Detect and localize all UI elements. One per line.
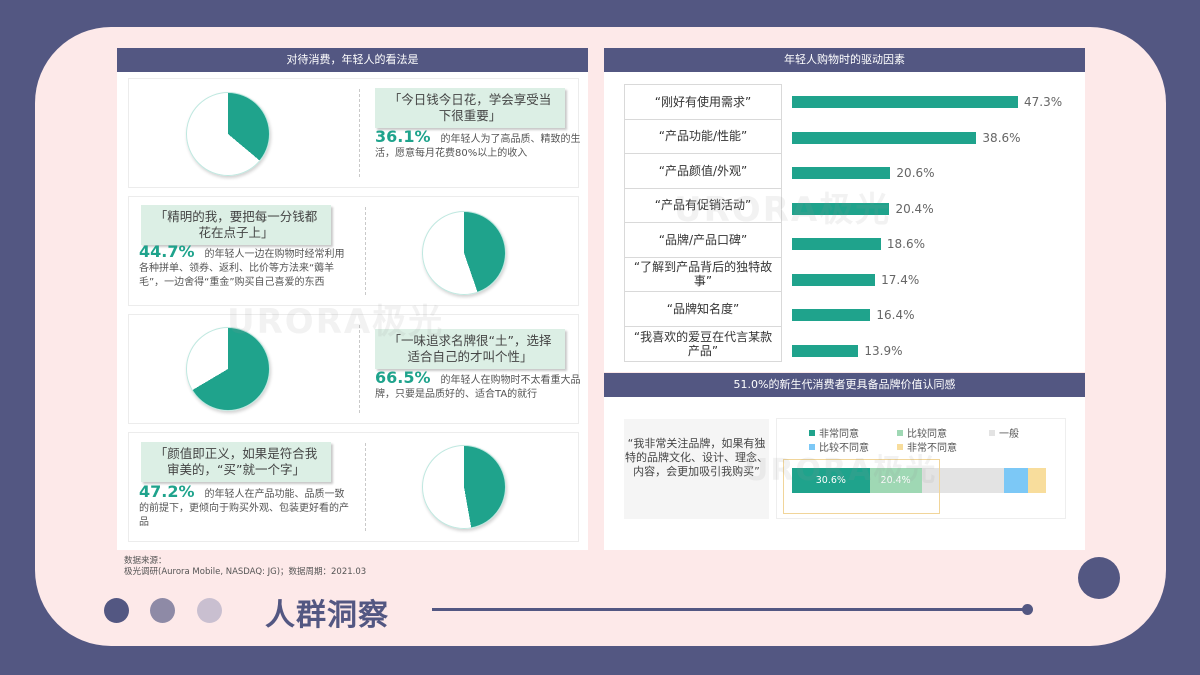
source-detail: 极光调研(Aurora Mobile, NASDAQ: JG)；数据周期：202… <box>124 567 367 577</box>
driver-bar <box>792 96 1018 108</box>
stat-text: 44.7% 的年轻人一边在购物时经常利用各种拼单、领券、返利、比价等方法来“薅羊毛… <box>139 242 349 290</box>
legend-item: 非常同意 <box>809 425 859 440</box>
stat-desc: 的年轻人一边在购物时经常利用各种拼单、领券、返利、比价等方法来“薅羊毛”，一边舍… <box>139 249 345 288</box>
opinion-block-1: 「今日钱今日花，学会享受当下很重要」 36.1% 的年轻人为了高品质、精致的生活，… <box>128 78 581 188</box>
nav-dot-2 <box>150 598 175 623</box>
opinion-block-2: 「精明的我，要把每一分钱都花在点子上」 44.7% 的年轻人一边在购物时经常利用各… <box>128 196 579 306</box>
stat-desc: 的年轻人为了高品质、精致的生活，愿意每月花费80%以上的收入 <box>375 134 581 159</box>
driver-label: “产品功能/性能” <box>625 120 781 154</box>
driver-bar-row: 38.6% <box>792 130 1021 145</box>
stacked-bar: 30.6% 20.4% <box>792 468 1046 493</box>
driver-bar-row: 13.9% <box>792 343 903 358</box>
stat-desc: 的年轻人在购物时不太看重大品牌，只要是品质好的、适合TA的就行 <box>375 375 581 400</box>
stat-text: 47.2% 的年轻人在产品功能、品质一致的前提下，更倾向于购买外观、包装更好看的产… <box>139 482 349 530</box>
driver-label: “品牌/产品口碑” <box>625 223 781 258</box>
pie-chart-1 <box>186 92 270 176</box>
legend-item: 非常不同意 <box>897 439 957 454</box>
driver-bar <box>792 167 891 179</box>
left-panel: 「今日钱今日花，学会享受当下很重要」 36.1% 的年轻人为了高品质、精致的生活，… <box>117 72 588 550</box>
legend-item: 一般 <box>989 425 1019 440</box>
quote-box: 「一味追求名牌很“土”，选择适合自己的才叫个性」 <box>375 329 565 369</box>
driver-bar-value: 20.6% <box>896 166 935 180</box>
driver-bar <box>792 238 881 250</box>
driver-label: “我喜欢的爱豆在代言某款产品” <box>633 329 773 358</box>
nav-dot-1 <box>104 598 129 623</box>
driver-bar <box>792 309 871 321</box>
driver-bar-row: 20.6% <box>792 166 935 180</box>
stat-percent: 44.7% <box>139 242 195 261</box>
stacked-segment: 30.6% <box>792 468 870 493</box>
divider <box>365 207 366 295</box>
driver-bar <box>792 202 890 215</box>
driver-bar-row: 20.4% <box>792 201 934 216</box>
brand-panel: “我非常关注品牌，如果有独特的品牌文化、设计、理念、内容，会更加吸引我购买” 非… <box>604 397 1085 550</box>
stacked-segment: 20.4% <box>869 468 922 493</box>
driver-label: “刚好有使用需求” <box>625 85 781 120</box>
stat-desc: 的年轻人在产品功能、品质一致的前提下，更倾向于购买外观、包装更好看的产品 <box>139 489 349 528</box>
data-source: 数据来源： 极光调研(Aurora Mobile, NASDAQ: JG)；数据… <box>124 556 366 578</box>
driver-label: “产品有促销活动” <box>625 189 781 223</box>
driver-bar <box>792 344 859 357</box>
driver-label: “品牌知名度” <box>625 292 781 327</box>
driver-bar-value: 18.6% <box>886 237 925 251</box>
opinion-block-3: 「一味追求名牌很“土”，选择适合自己的才叫个性」 66.5% 的年轻人在购物时不太… <box>128 314 581 424</box>
stacked-segment <box>1027 468 1046 493</box>
quote-box: 「颜值即正义，如果是符合我审美的，“买”就一个字」 <box>141 442 331 482</box>
brand-quote: “我非常关注品牌，如果有独特的品牌文化、设计、理念、内容，会更加吸引我购买” <box>624 419 769 519</box>
divider <box>365 443 366 531</box>
opinion-block-4: 「颜值即正义，如果是符合我审美的，“买”就一个字」 47.2% 的年轻人在产品功能… <box>128 432 579 542</box>
stat-percent: 66.5% <box>375 368 431 387</box>
driver-label: “产品颜值/外观” <box>625 154 781 189</box>
divider <box>359 325 360 413</box>
stat-text: 66.5% 的年轻人在购物时不太看重大品牌，只要是品质好的、适合TA的就行 <box>375 368 585 402</box>
brand-panel-title: 51.0%的新生代消费者更具备品牌价值认同感 <box>604 373 1085 397</box>
stat-percent: 47.2% <box>139 482 195 501</box>
driver-bar-value: 38.6% <box>982 130 1021 145</box>
stacked-segment <box>1004 468 1028 493</box>
legend-item: 比较同意 <box>897 425 947 440</box>
legend-swatch <box>809 443 815 450</box>
driver-label-table: “刚好有使用需求” “产品功能/性能” “产品颜值/外观” “产品有促销活动” “品牌/… <box>624 84 782 362</box>
driver-bar-value: 16.4% <box>876 308 915 322</box>
pie-chart-3 <box>186 327 270 411</box>
drivers-panel: “刚好有使用需求” “产品功能/性能” “产品颜值/外观” “产品有促销活动” “品牌/… <box>604 72 1085 372</box>
stat-text: 36.1% 的年轻人为了高品质、精致的生活，愿意每月花费80%以上的收入 <box>375 127 585 161</box>
quote-box: 「今日钱今日花，学会享受当下很重要」 <box>375 88 565 128</box>
left-panel-title: 对待消费，年轻人的看法是 <box>117 48 588 72</box>
driver-bar-value: 17.4% <box>881 272 920 287</box>
driver-bar-value: 13.9% <box>864 343 903 358</box>
section-title: 人群洞察 <box>265 598 389 633</box>
quote-box: 「精明的我，要把每一分钱都花在点子上」 <box>141 205 331 245</box>
driver-bar-row: 16.4% <box>792 308 915 322</box>
driver-bar <box>792 131 977 144</box>
pie-chart-2 <box>422 211 506 295</box>
driver-bar-row: 18.6% <box>792 237 925 251</box>
stacked-bar-chart: 非常同意 比较同意 一般 比较不同意 非常不同意 30.6% 20.4% <box>776 418 1066 519</box>
driver-bar-value: 47.3% <box>1024 95 1063 109</box>
legend-swatch <box>809 429 815 436</box>
driver-bar-value: 20.4% <box>895 201 934 216</box>
highlight-box <box>783 459 940 514</box>
pie-chart-4 <box>422 445 506 529</box>
driver-bar <box>792 273 876 286</box>
driver-bar-row: 47.3% <box>792 95 1063 109</box>
footer-line <box>432 608 1026 611</box>
legend-swatch <box>897 429 903 436</box>
drivers-panel-title: 年轻人购物时的驱动因素 <box>604 48 1085 72</box>
driver-label: “了解到产品背后的独特故事” <box>625 258 781 292</box>
stat-percent: 36.1% <box>375 127 431 146</box>
driver-bar-row: 17.4% <box>792 272 920 287</box>
divider <box>359 89 360 177</box>
legend-item: 比较不同意 <box>809 439 869 454</box>
corner-dot <box>1078 557 1120 599</box>
legend-swatch <box>897 443 903 450</box>
nav-dot-3 <box>197 598 222 623</box>
legend-swatch <box>989 429 995 436</box>
footer-line-end <box>1022 604 1033 615</box>
source-label: 数据来源： <box>124 556 167 566</box>
stacked-segment <box>921 468 1005 493</box>
